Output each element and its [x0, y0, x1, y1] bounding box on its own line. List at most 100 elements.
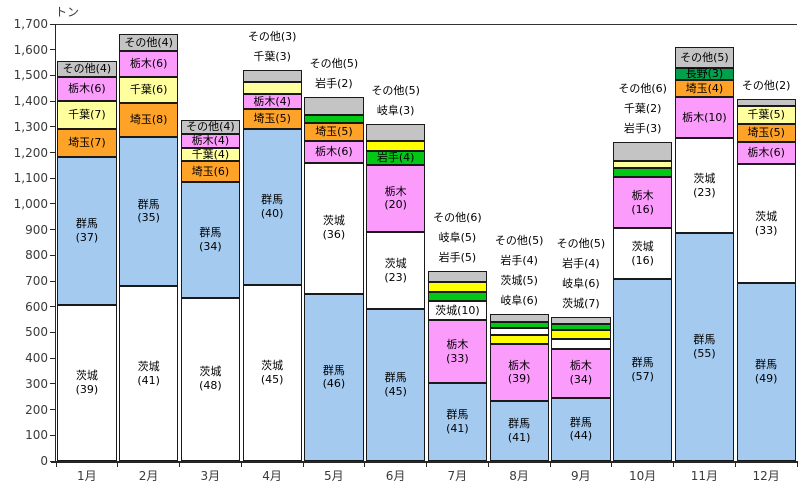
- bar-segment-gunma: 群馬 (41): [427, 383, 487, 461]
- segment-label-above-others: その他(2): [741, 78, 791, 92]
- segment-label-above-others: その他(3): [247, 30, 297, 44]
- bar-segment-saitama: 埼玉(7): [57, 129, 117, 158]
- bar-segment-gunma: 群馬 (57): [613, 279, 673, 461]
- x-axis-month-label: 1月: [77, 469, 97, 483]
- x-axis-tick: [796, 461, 798, 467]
- segment-label: 群馬: [755, 358, 778, 372]
- segment-label: (33): [754, 223, 778, 237]
- bar-segment-chiba: [242, 81, 302, 94]
- segment-label-above-others: その他(5): [494, 234, 544, 248]
- segment-label: (34): [569, 373, 593, 387]
- segment-label: 群馬: [508, 417, 531, 431]
- segment-label: (35): [137, 211, 160, 225]
- segment-label: (57): [631, 370, 654, 384]
- y-axis-tick: [50, 409, 56, 411]
- bar-segment-saitama: 埼玉(4): [674, 80, 734, 97]
- segment-label: その他(4): [124, 35, 173, 49]
- segment-label: (48): [199, 379, 222, 393]
- segment-label-above-chiba: 千葉(2): [623, 102, 662, 116]
- bar-segment-tochigi: 栃木(6): [736, 142, 796, 164]
- bar-segment-ibaraki: 茨城 (36): [304, 162, 364, 294]
- segment-label: 茨城: [384, 256, 407, 270]
- bar-segment-tochigi: 栃木(6): [304, 140, 364, 163]
- x-axis-month-label: 6月: [385, 469, 406, 483]
- bar-segment-chiba: 千葉(4): [180, 147, 240, 162]
- segment-label-above-others: その他(5): [556, 237, 606, 251]
- bar-segment-gunma: 群馬 (45): [366, 309, 426, 461]
- y-axis-tick-label: 1,300: [13, 119, 48, 134]
- x-axis-tick: [734, 461, 736, 467]
- segment-label: 栃木(6): [129, 57, 168, 71]
- bar-segment-tochigi: 栃木(6): [57, 77, 117, 102]
- bar-segment-gifu: [427, 282, 487, 292]
- segment-label: 栃木(4): [191, 133, 230, 147]
- y-axis-tick: [50, 49, 56, 51]
- x-axis-tick: [611, 461, 613, 467]
- segment-label: 千葉(5): [747, 107, 785, 121]
- segment-label: その他(5): [680, 50, 729, 64]
- segment-label: (39): [507, 372, 531, 386]
- segment-label: 茨城(10): [435, 303, 480, 317]
- bar-segment-saitama: 埼玉(5): [736, 123, 796, 143]
- bar-segment-iwate: [427, 291, 487, 302]
- bar-segment-gunma: 群馬 (37): [57, 157, 117, 306]
- bar-segment-gunma: 群馬 (44): [551, 397, 611, 461]
- x-axis-month-label: 12月: [752, 469, 780, 483]
- x-axis-month-label: 5月: [324, 469, 344, 483]
- segment-label: 栃木(6): [315, 144, 353, 158]
- bar-segment-others: [736, 98, 796, 106]
- y-axis-tick-label: 100: [25, 428, 48, 443]
- bar-segment-chiba: 千葉(6): [119, 76, 179, 103]
- bar-segment-iwate: [613, 167, 673, 178]
- bar-segment-tochigi: 栃木 (39): [489, 343, 549, 401]
- x-axis-tick: [549, 461, 551, 467]
- bar-segment-ibaraki: [489, 327, 549, 335]
- bar-segment-gunma: 群馬 (41): [489, 400, 549, 461]
- segment-label-above-iwate: 岩手(4): [500, 254, 538, 268]
- y-axis-tick: [50, 23, 56, 25]
- bar-segment-ibaraki: 茨城 (41): [119, 286, 179, 461]
- segment-label: 栃木(4): [253, 94, 291, 108]
- x-axis-tick: [487, 461, 489, 467]
- segment-label: 栃木(10): [682, 110, 727, 124]
- bar-segment-chiba: 千葉(5): [736, 105, 796, 124]
- y-axis-line: [54, 24, 56, 461]
- y-axis-tick-label: 1,700: [13, 17, 48, 31]
- y-axis-tick-label: 500: [25, 325, 48, 340]
- bar-segment-iwate: 岩手(4): [366, 151, 426, 165]
- segment-label: 栃木: [446, 337, 469, 351]
- segment-label: (49): [754, 372, 778, 386]
- segment-label: 千葉(4): [191, 147, 230, 161]
- y-axis-tick: [50, 203, 56, 205]
- segment-label: 群馬: [384, 371, 407, 385]
- segment-label: 栃木: [508, 358, 531, 372]
- segment-label: 群馬: [261, 193, 284, 207]
- bar-segment-ibaraki: 茨城 (33): [736, 163, 796, 284]
- segment-label: 千葉(6): [129, 82, 168, 96]
- segment-label: 茨城: [755, 209, 778, 223]
- bar-segment-ibaraki: [551, 338, 611, 349]
- y-axis-tick: [50, 152, 56, 154]
- bar-segment-tochigi: 栃木(10): [674, 96, 734, 139]
- y-axis-tick: [50, 126, 56, 128]
- segment-label: その他(4): [62, 62, 112, 76]
- x-axis-month-label: 2月: [138, 469, 159, 483]
- bar-segment-gunma: 群馬 (35): [119, 136, 179, 287]
- segment-label: 群馬: [137, 197, 160, 211]
- y-axis-tick-label: 1,400: [13, 94, 48, 109]
- y-axis-tick-label: 400: [25, 351, 48, 366]
- x-axis-month-label: 9月: [571, 469, 591, 483]
- segment-label: (44): [569, 429, 593, 443]
- segment-label: (39): [75, 383, 99, 397]
- segment-label-above-gifu: 岐阜(6): [562, 277, 600, 291]
- y-axis-tick: [50, 383, 56, 385]
- x-axis-tick: [240, 461, 242, 467]
- bar-segment-gunma: 群馬 (34): [180, 181, 240, 298]
- segment-label: 埼玉(6): [191, 164, 230, 178]
- segment-label-above-gifu: 岐阜(3): [376, 104, 415, 118]
- x-axis-tick: [179, 461, 180, 467]
- y-axis-tick-label: 1,100: [13, 171, 48, 186]
- y-axis-tick-label: 200: [25, 402, 48, 417]
